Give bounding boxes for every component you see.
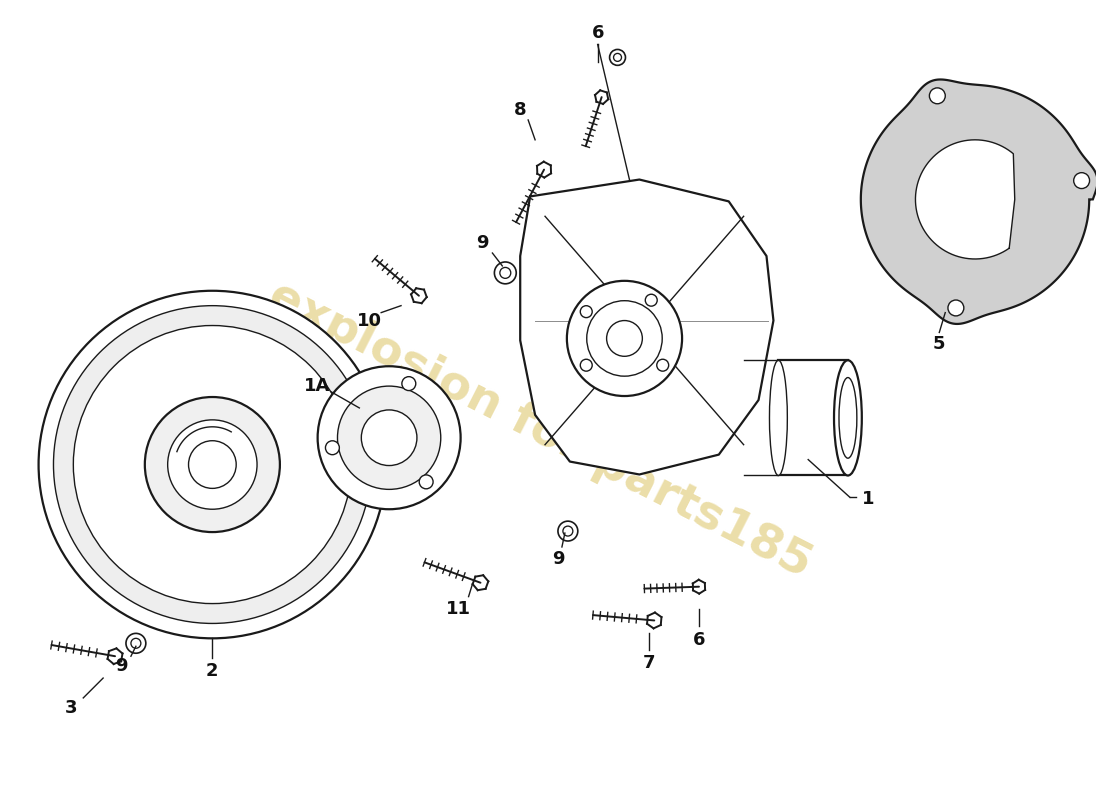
Ellipse shape [834,360,861,475]
Circle shape [326,441,340,454]
Circle shape [419,475,433,489]
Circle shape [39,290,386,638]
Text: 5: 5 [933,335,946,354]
Text: 9: 9 [114,657,128,675]
Circle shape [54,306,372,623]
Circle shape [930,88,945,104]
Circle shape [318,366,461,510]
Polygon shape [520,179,773,474]
Text: 3: 3 [65,699,78,717]
Circle shape [494,262,516,284]
Circle shape [606,321,642,356]
Circle shape [581,359,592,371]
Circle shape [167,420,257,510]
Circle shape [361,410,417,466]
Circle shape [558,521,578,541]
Ellipse shape [770,360,788,475]
Text: 1A: 1A [305,377,331,395]
Polygon shape [915,140,1014,259]
Circle shape [74,326,351,603]
Circle shape [657,359,669,371]
Circle shape [566,281,682,396]
Text: 10: 10 [356,311,382,330]
Text: 11: 11 [447,599,471,618]
Text: 2: 2 [206,662,219,680]
Circle shape [586,301,662,376]
Text: 9: 9 [476,234,488,252]
Circle shape [646,294,657,306]
Circle shape [581,306,592,318]
Circle shape [402,377,416,390]
Text: 7: 7 [644,654,656,672]
Text: 1: 1 [861,490,875,508]
Circle shape [338,386,441,490]
Text: explosion for parts185: explosion for parts185 [261,273,820,587]
Polygon shape [861,79,1098,324]
Text: 6: 6 [693,631,705,650]
Text: 8: 8 [514,101,527,119]
Circle shape [1074,173,1090,189]
Circle shape [145,397,279,532]
Text: 9: 9 [552,550,564,568]
Ellipse shape [839,378,857,458]
Circle shape [948,300,964,316]
Circle shape [126,634,146,654]
Circle shape [188,441,236,488]
Circle shape [609,50,626,66]
Text: 6: 6 [592,23,604,42]
